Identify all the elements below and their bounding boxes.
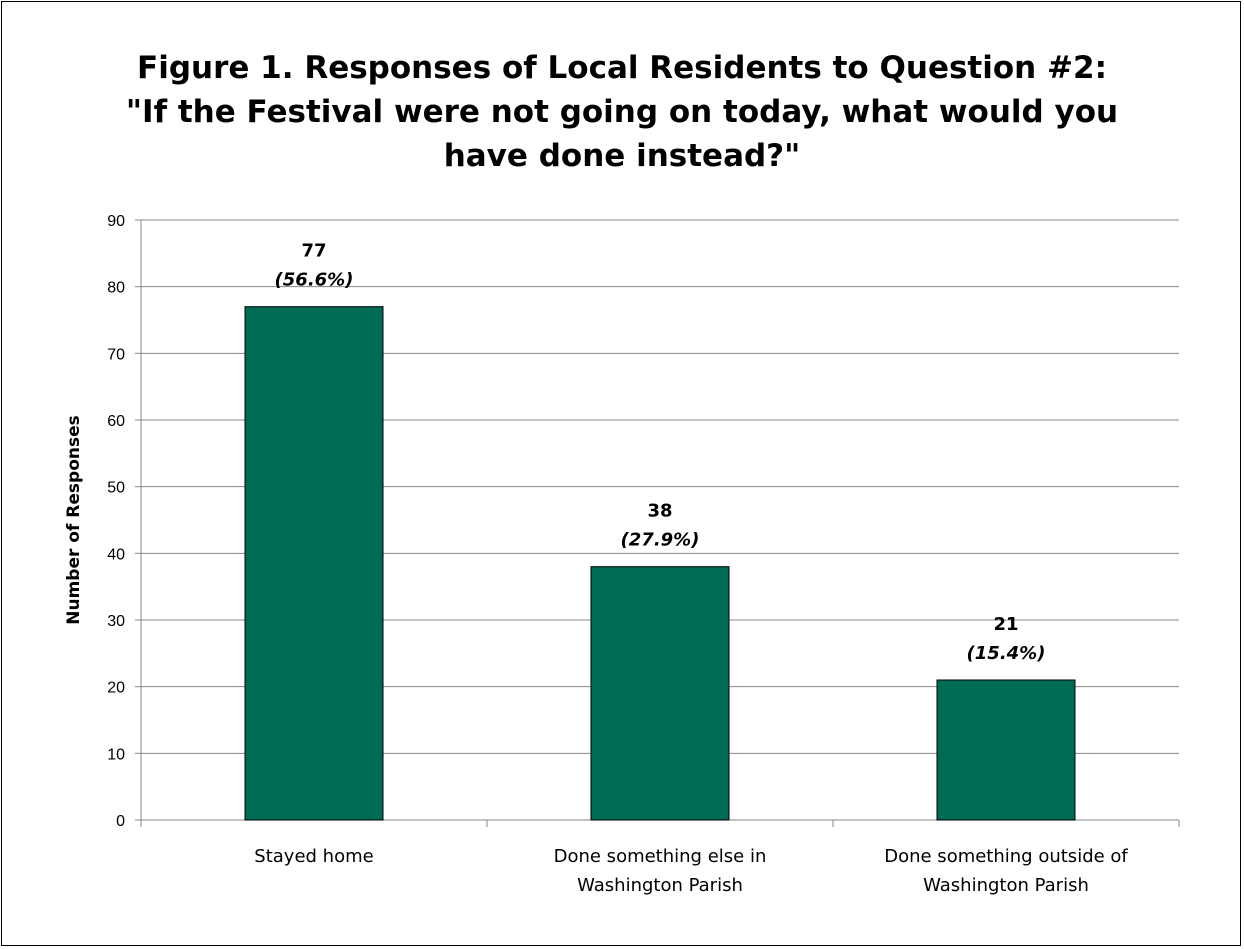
y-axis-label: Number of Responses <box>64 415 84 625</box>
x-category-label: Stayed home <box>254 846 373 867</box>
x-category-label: Done something else in <box>554 846 767 867</box>
y-tick-label: 60 <box>107 413 125 430</box>
data-label-percent: (15.4%) <box>967 643 1046 664</box>
data-label-value: 38 <box>647 501 672 522</box>
y-tick-label: 90 <box>107 213 125 230</box>
data-label-value: 77 <box>301 241 326 262</box>
y-tick-label: 20 <box>107 680 125 697</box>
y-tick-label: 70 <box>107 346 125 363</box>
y-tick-label: 50 <box>107 480 125 497</box>
data-label-value: 21 <box>993 614 1018 635</box>
x-category-label: Washington Parish <box>577 875 743 896</box>
chart-title: Figure 1. Responses of Local Residents t… <box>102 46 1142 178</box>
bar-3 <box>936 679 1076 821</box>
y-tick-label: 10 <box>107 746 125 763</box>
chart-title-line-1: Figure 1. Responses of Local Residents t… <box>137 50 1107 86</box>
y-tick-label: 30 <box>107 613 125 630</box>
bar-1 <box>244 306 384 821</box>
x-category-label: Washington Parish <box>923 875 1089 896</box>
x-category-label: Done something outside of <box>884 846 1128 867</box>
chart-title-line-2: "If the Festival were not going on today… <box>125 94 1119 130</box>
bar-2 <box>590 566 730 821</box>
data-label-percent: (56.6%) <box>275 270 354 291</box>
y-tick-label: 80 <box>107 280 125 297</box>
y-tick-label: 40 <box>107 546 125 563</box>
y-tick-label: 0 <box>116 813 125 830</box>
data-label-percent: (27.9%) <box>621 530 700 551</box>
chart-title-line-3: have done instead?" <box>443 138 801 174</box>
